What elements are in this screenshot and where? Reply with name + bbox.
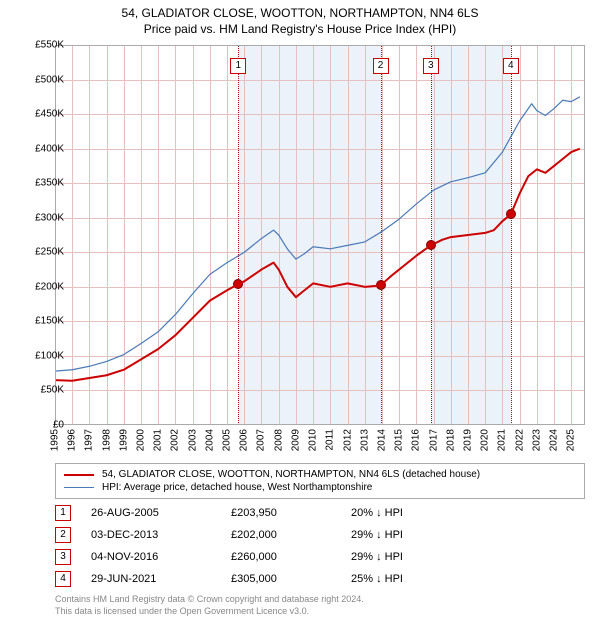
sales-row: 1 26-AUG-2005£203,95020% ↓ HPI <box>55 505 471 521</box>
legend-swatch <box>64 474 94 476</box>
x-axis-tick-label: 2015 <box>394 429 405 451</box>
x-axis-tick-label: 2018 <box>445 429 456 451</box>
x-axis-tick-label: 2001 <box>153 429 164 451</box>
sales-row: 4 29-JUN-2021£305,00025% ↓ HPI <box>55 571 471 587</box>
chart-title-block: 54, GLADIATOR CLOSE, WOOTTON, NORTHAMPTO… <box>0 0 600 37</box>
sales-row-marker: 1 <box>55 505 71 521</box>
x-axis-tick-label: 2020 <box>480 429 491 451</box>
x-axis-tick-label: 2013 <box>359 429 370 451</box>
sales-row-date: 03-DEC-2013 <box>91 529 231 541</box>
sales-row: 2 03-DEC-2013£202,00029% ↓ HPI <box>55 527 471 543</box>
x-axis-tick-label: 2012 <box>342 429 353 451</box>
y-axis-tick-label: £400K <box>14 143 64 154</box>
y-axis-tick-label: £350K <box>14 178 64 189</box>
x-axis-tick-label: 2000 <box>136 429 147 451</box>
x-axis-tick-label: 2017 <box>428 429 439 451</box>
y-axis-tick-label: £450K <box>14 109 64 120</box>
sales-row-price: £305,000 <box>231 573 351 585</box>
sales-row-delta: 25% ↓ HPI <box>351 573 471 585</box>
page: 54, GLADIATOR CLOSE, WOOTTON, NORTHAMPTO… <box>0 0 600 620</box>
x-axis-tick-label: 2021 <box>497 429 508 451</box>
sales-row-delta: 29% ↓ HPI <box>351 529 471 541</box>
x-axis-tick-label: 2024 <box>549 429 560 451</box>
sales-row-date: 04-NOV-2016 <box>91 551 231 563</box>
chart-footer: Contains HM Land Registry data © Crown c… <box>55 594 364 617</box>
legend-label: 54, GLADIATOR CLOSE, WOOTTON, NORTHAMPTO… <box>102 469 480 480</box>
x-axis-tick-label: 1998 <box>101 429 112 451</box>
y-axis-tick-label: £150K <box>14 316 64 327</box>
x-axis-tick-label: 2007 <box>256 429 267 451</box>
y-axis-tick-label: £50K <box>14 385 64 396</box>
x-axis-tick-label: 2022 <box>514 429 525 451</box>
sales-row-marker: 4 <box>55 571 71 587</box>
x-axis-tick-label: 2008 <box>273 429 284 451</box>
y-axis-tick-label: £500K <box>14 74 64 85</box>
x-axis-tick-label: 1999 <box>118 429 129 451</box>
chart-legend: 54, GLADIATOR CLOSE, WOOTTON, NORTHAMPTO… <box>55 463 585 499</box>
legend-label: HPI: Average price, detached house, West… <box>102 482 372 493</box>
x-axis-tick-label: 2025 <box>566 429 577 451</box>
sales-row-price: £260,000 <box>231 551 351 563</box>
legend-swatch <box>64 487 94 488</box>
legend-item: HPI: Average price, detached house, West… <box>64 481 576 494</box>
x-axis-tick-label: 2014 <box>376 429 387 451</box>
x-axis-tick-label: 2002 <box>170 429 181 451</box>
x-axis-tick-label: 2023 <box>531 429 542 451</box>
x-axis-tick-label: 2016 <box>411 429 422 451</box>
y-axis-tick-label: £250K <box>14 247 64 258</box>
y-axis-tick-label: £100K <box>14 350 64 361</box>
x-axis-tick-label: 2009 <box>290 429 301 451</box>
footer-line1: Contains HM Land Registry data © Crown c… <box>55 594 364 606</box>
x-axis-tick-label: 1996 <box>67 429 78 451</box>
x-axis-tick-label: 2010 <box>308 429 319 451</box>
y-axis-tick-label: £200K <box>14 281 64 292</box>
x-axis-tick-label: 2004 <box>204 429 215 451</box>
chart-frame <box>55 45 585 425</box>
sales-row-date: 26-AUG-2005 <box>91 507 231 519</box>
sales-row: 3 04-NOV-2016£260,00029% ↓ HPI <box>55 549 471 565</box>
chart-title-line2: Price paid vs. HM Land Registry's House … <box>0 22 600 38</box>
legend-item: 54, GLADIATOR CLOSE, WOOTTON, NORTHAMPTO… <box>64 468 576 481</box>
y-axis-tick-label: £300K <box>14 212 64 223</box>
x-axis-tick-label: 2005 <box>222 429 233 451</box>
x-axis-tick-label: 1995 <box>50 429 61 451</box>
sales-row-marker: 2 <box>55 527 71 543</box>
x-axis-tick-label: 2019 <box>462 429 473 451</box>
sales-row-delta: 20% ↓ HPI <box>351 507 471 519</box>
x-axis-tick-label: 2003 <box>187 429 198 451</box>
chart-title-line1: 54, GLADIATOR CLOSE, WOOTTON, NORTHAMPTO… <box>0 6 600 22</box>
sales-row-price: £202,000 <box>231 529 351 541</box>
sales-row-price: £203,950 <box>231 507 351 519</box>
y-axis-tick-label: £550K <box>14 40 64 51</box>
sales-table: 1 26-AUG-2005£203,95020% ↓ HPI 2 03-DEC-201… <box>55 505 471 593</box>
sales-row-marker: 3 <box>55 549 71 565</box>
sales-row-date: 29-JUN-2021 <box>91 573 231 585</box>
x-axis-tick-label: 2006 <box>239 429 250 451</box>
footer-line2: This data is licensed under the Open Gov… <box>55 606 364 618</box>
x-axis-tick-label: 1997 <box>84 429 95 451</box>
x-axis-tick-label: 2011 <box>325 429 336 451</box>
sales-row-delta: 29% ↓ HPI <box>351 551 471 563</box>
